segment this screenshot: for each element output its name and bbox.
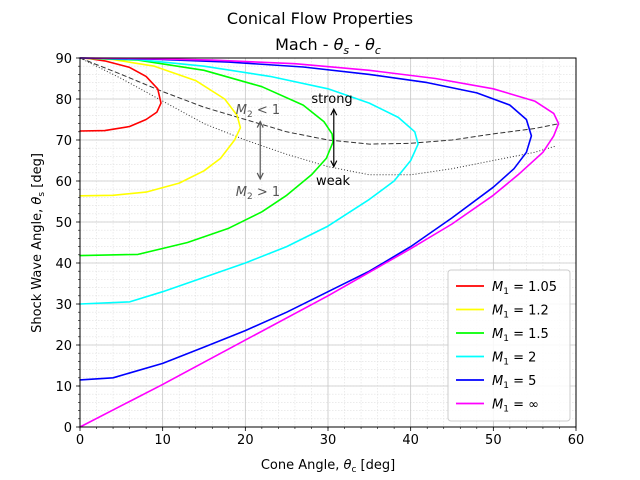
y-tick-label: 20 bbox=[55, 339, 72, 354]
y-tick-label: 30 bbox=[55, 298, 72, 313]
series-line-m1-1.2 bbox=[79, 57, 242, 197]
y-tick-label: 0 bbox=[64, 421, 72, 436]
chart-subtitle: Mach - θs - θc bbox=[275, 35, 381, 57]
y-tick-label: 80 bbox=[55, 93, 72, 108]
legend-label: M1 = 2 bbox=[492, 351, 536, 368]
annotation-m2-gt-1: M2 > 1 bbox=[236, 185, 280, 202]
annotation-strong: strong bbox=[311, 92, 352, 107]
x-tick-label: 60 bbox=[568, 433, 585, 448]
x-tick-label: 0 bbox=[76, 433, 84, 448]
y-tick-label: 70 bbox=[55, 134, 72, 149]
strong-weak-arrow-head-bottom bbox=[330, 160, 338, 168]
series-line-m1-1.5 bbox=[79, 57, 334, 257]
annotation-m2-lt-1: M2 < 1 bbox=[236, 103, 280, 120]
legend-label: M1 = 1.5 bbox=[492, 327, 549, 344]
series-line-m1-1.05 bbox=[79, 57, 162, 132]
y-tick-label: 40 bbox=[55, 257, 72, 272]
x-axis-label: Cone Angle, θc [deg] bbox=[261, 458, 395, 475]
y-tick-label: 50 bbox=[55, 216, 72, 231]
series-line-m1-2 bbox=[79, 57, 419, 305]
series-line-m1-∞ bbox=[79, 57, 560, 428]
y-tick-label: 60 bbox=[55, 175, 72, 190]
legend-box bbox=[447, 269, 571, 422]
x-tick-label: 20 bbox=[237, 433, 254, 448]
legend-label: M1 = 1.05 bbox=[492, 280, 557, 297]
reference-curve-dashed bbox=[79, 57, 560, 145]
y-tick-label: 10 bbox=[55, 380, 72, 395]
y-tick-label: 90 bbox=[55, 52, 72, 67]
x-tick-label: 10 bbox=[154, 433, 171, 448]
x-tick-label: 40 bbox=[402, 433, 419, 448]
annotation-weak: weak bbox=[316, 174, 351, 189]
reference-curves bbox=[79, 57, 560, 176]
strong-weak-arrow-head-top bbox=[330, 107, 338, 116]
x-tick-label: 50 bbox=[485, 433, 502, 448]
annotations: strong weak M2 < 1 M2 > 1 bbox=[236, 92, 353, 202]
chart-title: Conical Flow Properties bbox=[227, 9, 413, 28]
legend: M1 = 1.05 M1 = 1.2 M1 = 1.5 M1 = 2 M1 = 5 M1 … bbox=[447, 269, 571, 422]
legend-label: M1 = ∞ bbox=[492, 398, 539, 415]
y-axis-label: Shock Wave Angle, θs [deg] bbox=[30, 153, 47, 333]
mach-region-arrow-head-bottom bbox=[256, 172, 264, 181]
mach-region-arrow-head-top bbox=[256, 120, 264, 128]
reference-curve-dotted bbox=[79, 57, 556, 176]
axes: 0 10 20 30 40 50 60 0 10 20 30 40 50 60 70 80 90 bbox=[55, 52, 584, 448]
legend-label: M1 = 5 bbox=[492, 374, 536, 391]
series-lines bbox=[79, 57, 560, 428]
legend-label: M1 = 1.2 bbox=[492, 304, 549, 321]
series-line-m1-5 bbox=[79, 57, 533, 381]
x-tick-label: 30 bbox=[320, 433, 337, 448]
